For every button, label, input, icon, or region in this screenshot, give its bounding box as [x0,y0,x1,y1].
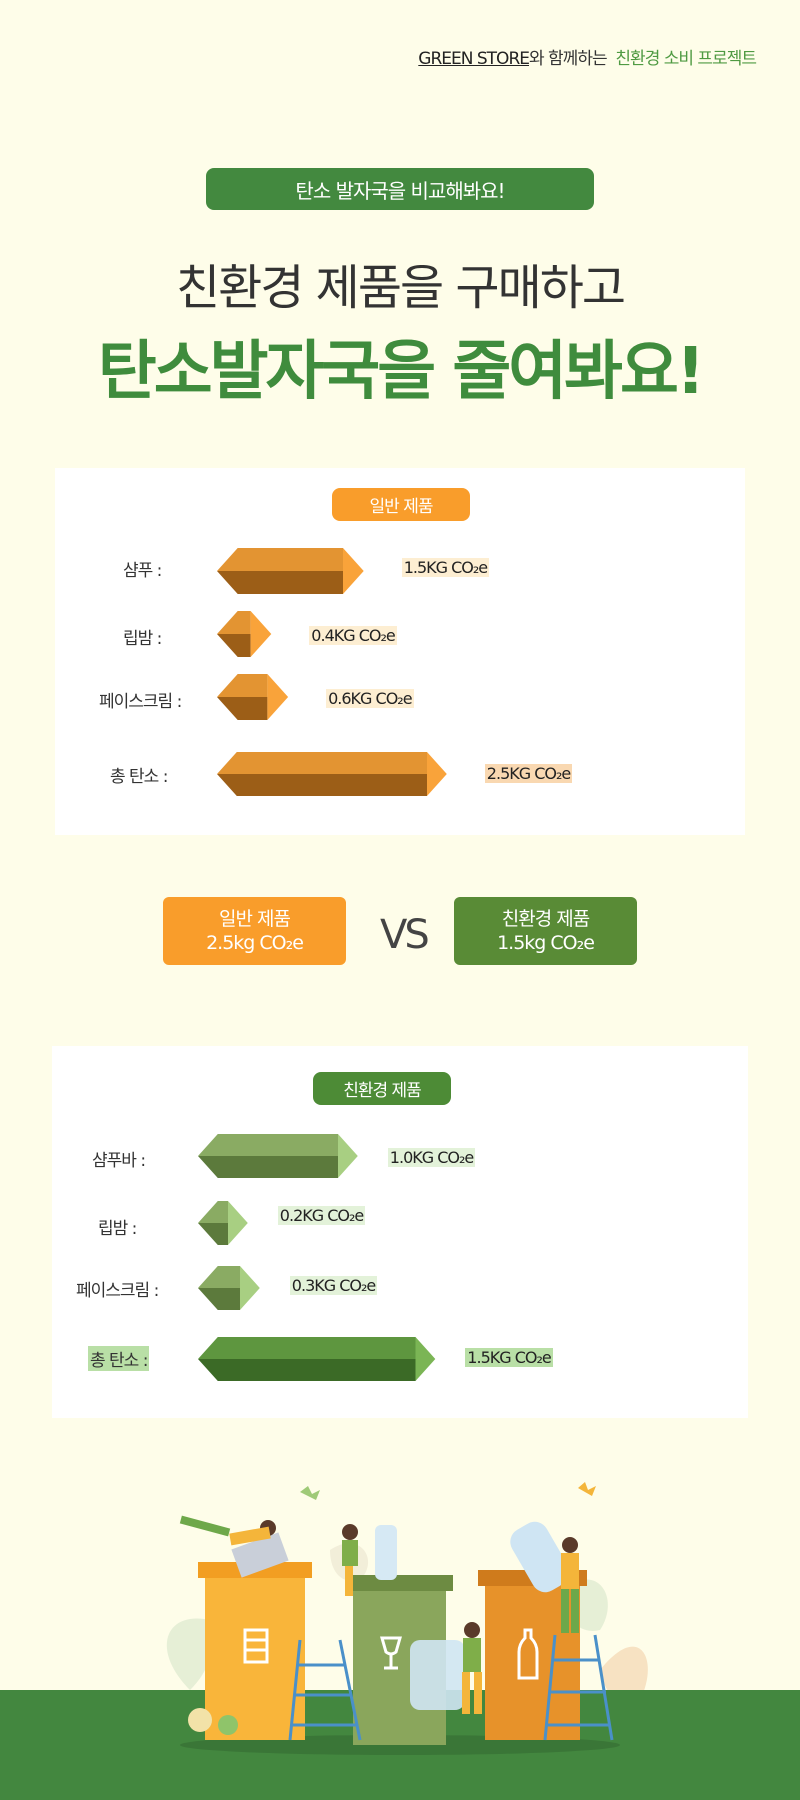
bar-face [198,1223,228,1245]
leaf-decoration [600,1646,648,1704]
eco-card-title: 친환경 제품 [313,1072,451,1105]
row-value-facecream: 0.6KG CO₂e [326,689,414,708]
bar-face [217,548,343,571]
paper-box [231,1532,289,1578]
glass-bottle [375,1525,397,1580]
vs-label: VS [380,912,430,958]
eco-product-card: 친환경 제품 샴푸바 : 1.0KG CO₂e 립밤 : 0.2KG CO₂e … [52,1046,748,1418]
bar-face [217,611,251,634]
bar-face [198,1156,338,1178]
bar-face [217,634,251,657]
compare-eco-box: 친환경 제품 1.5kg CO₂e [454,897,637,965]
bar-face [217,774,427,796]
bar-lipbalm [217,611,272,657]
glass-jar [410,1640,465,1710]
row-value-total: 2.5KG CO₂e [484,764,573,783]
plastic-bin-icon [517,1628,539,1680]
hero-title-line1: 친환경 제품을 구매하고 [175,260,626,316]
hero-pill: 탄소 발자국을 비교해봐요! [206,168,594,210]
row-value-lipbalm: 0.4KG CO₂e [309,626,397,645]
ladder [543,1634,614,1741]
bar-total [217,752,447,796]
bar-face [338,1134,358,1178]
plastic-bottle [510,1521,570,1593]
normal-card-title: 일반 제품 [332,488,470,521]
bar-face [217,674,268,697]
bar-face [250,611,272,657]
bar-face [198,1288,240,1310]
bar-face [217,697,268,720]
paper-bin-icon [243,1628,269,1664]
bar-face [198,1266,240,1288]
recycling-illustration [0,1482,800,1800]
compare-normal-title: 일반 제품 [219,908,291,930]
person-figure [561,1537,579,1633]
row-label-total: 총 탄소 : [110,767,168,787]
normal-product-card: 일반 제품 샴푸 : 1.5KG CO₂e 립밤 : 0.4KG CO₂e 페이… [55,468,745,835]
compare-eco-value: 1.5kg CO₂e [497,932,595,954]
row-label-facecream-eco: 페이스크림 : [76,1281,159,1301]
bar-lipbalm-eco [198,1201,248,1245]
bar-shampoo-bar [198,1134,358,1178]
row-value-lipbalm-eco: 0.2KG CO₂e [277,1206,366,1225]
row-label-lipbalm-eco: 립밤 : [98,1219,137,1239]
bar-face [267,674,289,720]
bar-face [217,752,427,774]
person-figure [462,1622,482,1714]
bar-face [240,1266,260,1310]
bar-face [198,1134,338,1156]
butterfly-icon [300,1486,320,1500]
person-figure [179,1515,276,1546]
hero-title-line2: 탄소발자국을 줄여봐요! [97,335,705,409]
butterfly-icon [578,1482,596,1496]
person-figure [342,1524,358,1596]
plant-decoration [218,1715,238,1735]
brand-link[interactable]: GREEN STORE [418,49,530,69]
leaf-decoration [166,1618,212,1690]
compare-normal-value: 2.5kg CO₂e [206,932,304,954]
compare-eco-title: 친환경 제품 [501,908,590,930]
bar-facecream-eco [198,1266,260,1310]
bar-face [427,752,447,796]
bar-face [228,1201,248,1245]
row-label-total-eco: 총 탄소 : [88,1346,150,1371]
bar-face [217,571,343,594]
bar-facecream [217,674,289,720]
bar-face [343,548,364,594]
row-value-shampoo-bar: 1.0KG CO₂e [387,1148,476,1167]
bar-face [198,1359,416,1381]
bar-total-eco [198,1337,436,1381]
header-connector: 와 함께하는 [529,49,608,69]
ladder [288,1639,362,1741]
row-value-facecream-eco: 0.3KG CO₂e [289,1276,378,1295]
top-header: GREEN STORE와 함께하는 친환경 소비 프로젝트 [418,44,757,69]
bar-face [198,1337,416,1359]
plant-decoration [188,1708,212,1732]
row-value-total-eco: 1.5KG CO₂e [465,1348,553,1367]
project-name: 친환경 소비 프로젝트 [615,49,757,69]
row-label-lipbalm: 립밤 : [123,629,162,649]
row-label-facecream: 페이스크림 : [99,692,182,712]
row-label-shampoo-bar: 샴푸바 : [92,1151,146,1171]
row-label-shampoo: 샴푸 : [123,561,162,581]
bar-face [415,1337,436,1381]
paper-bin [205,1570,305,1740]
bar-shampoo [217,548,364,594]
compare-normal-box: 일반 제품 2.5kg CO₂e [163,897,346,965]
glass-bin-icon [380,1636,402,1670]
bar-face [198,1201,228,1223]
row-value-shampoo: 1.5KG CO₂e [401,558,490,577]
